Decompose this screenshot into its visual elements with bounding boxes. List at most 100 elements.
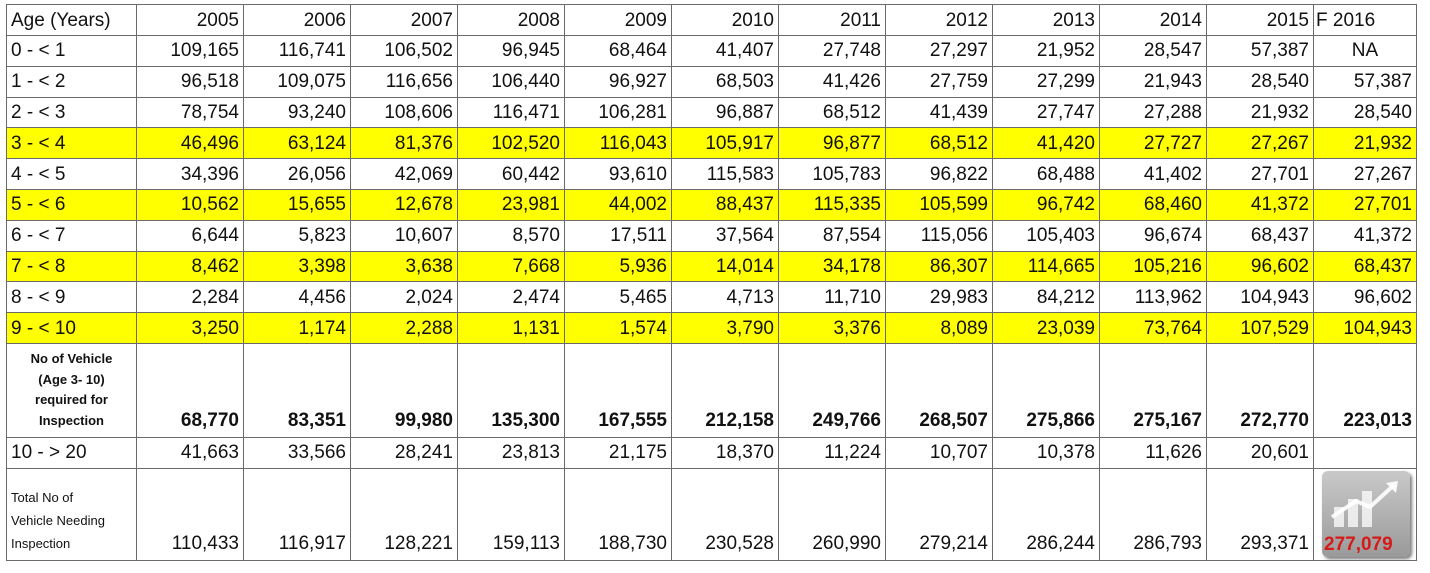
value-cell: 21,175	[564, 436, 672, 469]
total-inspection-label: Total No of Vehicle Needing Inspection	[6, 467, 137, 561]
value-cell: 68,437	[1313, 250, 1417, 283]
value-cell: 104,943	[1313, 312, 1417, 344]
value-cell: 28,241	[350, 436, 458, 469]
value-cell: 96,877	[778, 127, 886, 160]
age-range-label: 4 - < 5	[6, 158, 137, 190]
value-cell: 27,299	[992, 65, 1100, 98]
value-cell: 108,606	[350, 96, 458, 129]
value-cell: 116,043	[564, 127, 672, 160]
required-value-cell: 167,555	[564, 342, 672, 438]
forecast-total-cell: 277,079	[1313, 467, 1417, 561]
value-cell: 68,464	[564, 35, 672, 67]
value-cell: 41,426	[778, 65, 886, 98]
value-cell: 27,701	[1313, 188, 1417, 221]
value-cell: 60,442	[457, 158, 565, 190]
total-value-cell: 286,793	[1099, 467, 1207, 561]
value-cell: 8,462	[136, 250, 244, 283]
value-cell: 68,503	[671, 65, 779, 98]
value-cell: 11,626	[1099, 436, 1207, 469]
label-line: (Age 3- 10)	[38, 371, 105, 387]
total-value-cell: 279,214	[885, 467, 993, 561]
value-cell: 2,474	[457, 281, 565, 314]
value-cell: 88,437	[671, 188, 779, 221]
value-cell: 115,335	[778, 188, 886, 221]
header-year-cell: 2008	[457, 4, 565, 36]
value-cell: 106,502	[350, 35, 458, 67]
value-cell: 23,039	[992, 312, 1100, 344]
value-cell: 2,284	[136, 281, 244, 314]
value-cell: 57,387	[1313, 65, 1417, 98]
value-cell: 28,540	[1313, 96, 1417, 129]
total-value-cell: 159,113	[457, 467, 565, 561]
header-year-cell: 2010	[671, 4, 779, 36]
value-cell: 93,610	[564, 158, 672, 190]
age-row: 3 - < 4 46,496 63,124 81,376 102,520 116,043 1…	[6, 127, 1417, 160]
value-cell: 27,297	[885, 35, 993, 67]
value-cell: 81,376	[350, 127, 458, 160]
age-row: 7 - < 8 8,462 3,398 3,638 7,668 5,936 14,014 34…	[6, 250, 1417, 283]
value-cell: 10,562	[136, 188, 244, 221]
required-value-cell: 275,866	[992, 342, 1100, 438]
value-cell: 17,511	[564, 219, 672, 252]
age-range-label: 6 - < 7	[6, 219, 137, 252]
value-cell: 7,668	[457, 250, 565, 283]
label-line: required for	[35, 392, 108, 408]
value-cell: 1,574	[564, 312, 672, 344]
value-cell: 104,943	[1206, 281, 1314, 314]
age-range-label: 5 - < 6	[6, 188, 137, 221]
value-cell: 14,014	[671, 250, 779, 283]
value-cell: 115,583	[671, 158, 779, 190]
total-value-cell: 260,990	[778, 467, 886, 561]
total-value-cell: 110,433	[136, 467, 244, 561]
value-cell: 105,216	[1099, 250, 1207, 283]
header-year-cell: 2009	[564, 4, 672, 36]
value-cell: 29,983	[885, 281, 993, 314]
value-cell: 96,945	[457, 35, 565, 67]
header-year-cell: F 2016	[1313, 4, 1417, 36]
value-cell: 68,512	[778, 96, 886, 129]
value-cell: 2,024	[350, 281, 458, 314]
value-cell: 105,917	[671, 127, 779, 160]
value-cell: 68,437	[1206, 219, 1314, 252]
value-cell: 114,665	[992, 250, 1100, 283]
value-cell: 27,267	[1313, 158, 1417, 190]
label-line: Inspection	[38, 413, 104, 429]
header-row: Age (Years) 2005 2006 2007 2008 2009 2010 2011 2…	[6, 4, 1417, 36]
age-range-label: 0 - < 1	[6, 35, 137, 67]
value-cell: 41,407	[671, 35, 779, 67]
value-cell: 10,607	[350, 219, 458, 252]
value-cell: 57,387	[1206, 35, 1314, 67]
total-value-cell: 293,371	[1206, 467, 1314, 561]
age-range-label: 3 - < 4	[6, 127, 137, 160]
value-cell: 5,936	[564, 250, 672, 283]
value-cell: 18,370	[671, 436, 779, 469]
value-cell: 87,554	[778, 219, 886, 252]
value-cell: 113,962	[1099, 281, 1207, 314]
value-cell: 27,748	[778, 35, 886, 67]
value-cell: 44,002	[564, 188, 672, 221]
total-inspection-row: Total No of Vehicle Needing Inspection 110,…	[6, 467, 1417, 561]
value-cell: 27,759	[885, 65, 993, 98]
value-cell: 86,307	[885, 250, 993, 283]
value-cell: 34,396	[136, 158, 244, 190]
header-year-cell: 2006	[243, 4, 351, 36]
value-cell: 41,402	[1099, 158, 1207, 190]
total-value-cell: 128,221	[350, 467, 458, 561]
value-cell: 115,056	[885, 219, 993, 252]
required-value-cell: 272,770	[1206, 342, 1314, 438]
value-cell: 46,496	[136, 127, 244, 160]
value-cell: 96,602	[1206, 250, 1314, 283]
value-cell: 96,602	[1313, 281, 1417, 314]
age-row: 8 - < 9 2,284 4,456 2,024 2,474 5,465 4,713 11,…	[6, 281, 1417, 314]
value-cell: 116,656	[350, 65, 458, 98]
value-cell: 5,823	[243, 219, 351, 252]
value-cell: 8,570	[457, 219, 565, 252]
age-row: 2 - < 3 78,754 93,240 108,606 116,471 106,281…	[6, 96, 1417, 129]
value-cell: 105,783	[778, 158, 886, 190]
value-cell: 12,678	[350, 188, 458, 221]
required-value-cell: 268,507	[885, 342, 993, 438]
age-row: 4 - < 5 34,396 26,056 42,069 60,442 93,610 115…	[6, 158, 1417, 190]
forecast-total-value: 277,079	[1324, 533, 1393, 555]
age-row: 1 - < 2 96,518 109,075 116,656 106,440 96,927…	[6, 65, 1417, 98]
required-value-cell: 249,766	[778, 342, 886, 438]
